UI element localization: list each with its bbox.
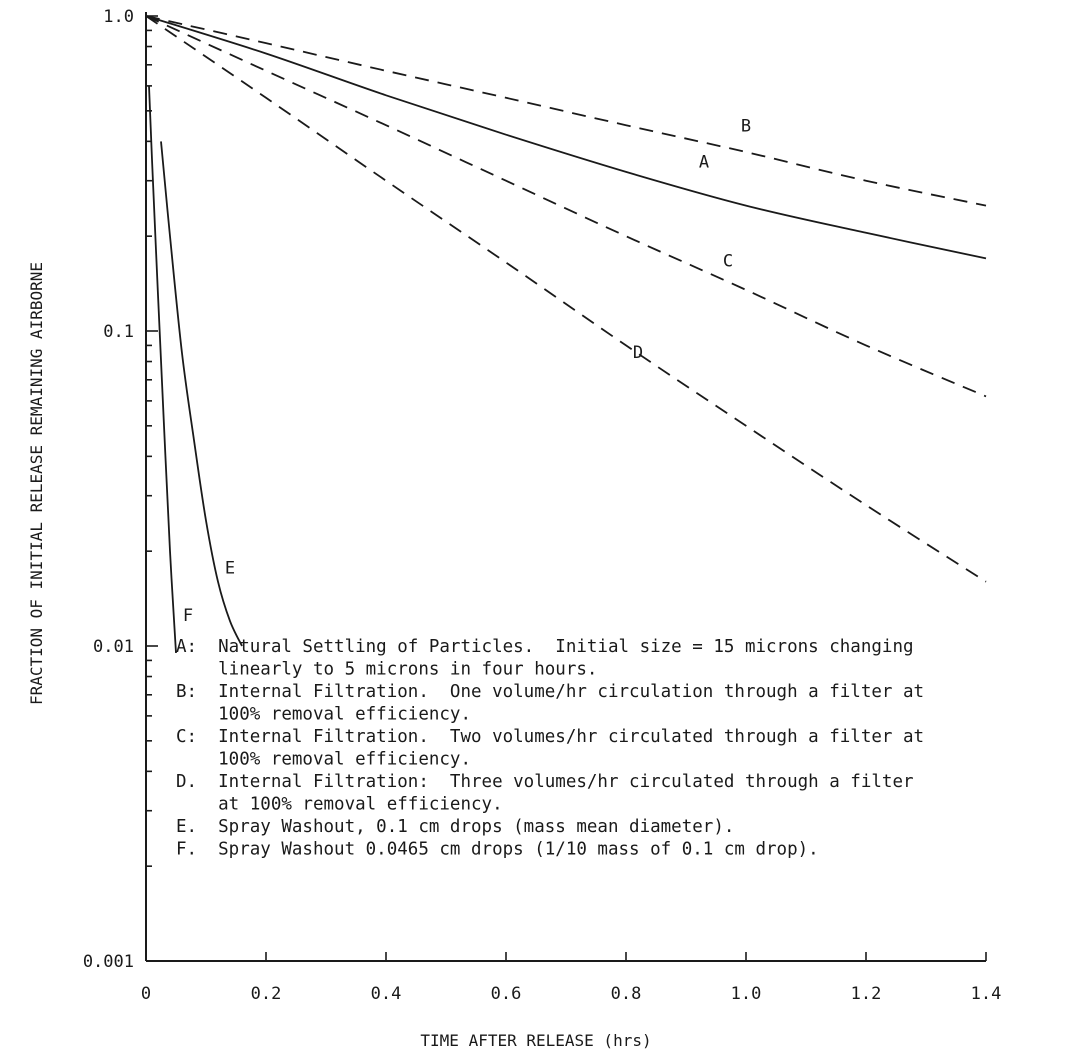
x-tick-label-1: 0.2: [251, 984, 282, 1004]
x-tick-label-6: 1.2: [851, 984, 882, 1004]
x-tick-label-7: 1.4: [971, 984, 1002, 1004]
axes: [145, 12, 986, 962]
legend-line-7: at 100% removal efficiency.: [176, 795, 503, 815]
x-tick-label-5: 1.0: [731, 984, 762, 1004]
curve-label-d: D: [633, 343, 643, 363]
curve-label-b: B: [741, 116, 751, 136]
x-tick-label-2: 0.4: [371, 984, 402, 1004]
x-tick-label-3: 0.6: [491, 984, 522, 1004]
series-line-b: [145, 15, 987, 207]
y-tick-label-2: 0.1: [103, 322, 134, 342]
curve-label-c: C: [723, 252, 733, 272]
curve-labels: A B C D E F: [183, 116, 751, 626]
legend-line-8: E. Spray Washout, 0.1 cm drops (mass mea…: [176, 817, 734, 837]
legend-line-3: 100% removal efficiency.: [176, 705, 471, 725]
y-tick-label-1: 0.01: [93, 637, 134, 657]
curve-label-f: F: [183, 606, 193, 626]
series-line-f: [148, 85, 177, 654]
legend-line-4: C: Internal Filtration. Two volumes/hr c…: [176, 727, 924, 747]
series-line-e: [160, 141, 243, 647]
legend: A: Natural Settling of Particles. Initia…: [176, 637, 924, 860]
series-line-a: [145, 15, 987, 260]
series-group: [145, 15, 987, 654]
legend-line-6: D. Internal Filtration: Three volumes/hr…: [176, 772, 914, 792]
legend-line-1: linearly to 5 microns in four hours.: [176, 660, 597, 680]
legend-line-5: 100% removal efficiency.: [176, 750, 471, 770]
y-axis-title: FRACTION OF INITIAL RELEASE REMAINING AI…: [27, 262, 46, 705]
curve-label-a: A: [699, 153, 709, 173]
x-axis-title: TIME AFTER RELEASE (hrs): [420, 1031, 651, 1050]
x-tick-label-4: 0.8: [611, 984, 642, 1004]
legend-line-2: B: Internal Filtration. One volume/hr ci…: [176, 682, 924, 702]
curve-label-e: E: [225, 558, 235, 578]
y-tick-label-3: 1.0: [103, 7, 134, 27]
series-line-d: [145, 15, 987, 583]
series-line-c: [145, 15, 987, 398]
legend-line-0: A: Natural Settling of Particles. Initia…: [176, 637, 914, 657]
x-tick-label-0: 0: [141, 984, 151, 1004]
tick-labels: 0 0.2 0.4 0.6 0.8 1.0 1.2 1.4 0.001 0.01 0.1 1.0: [83, 7, 1002, 1004]
tick-marks: [145, 15, 987, 962]
y-tick-label-0: 0.001: [83, 952, 134, 972]
legend-line-9: F. Spray Washout 0.0465 cm drops (1/10 m…: [176, 840, 819, 860]
